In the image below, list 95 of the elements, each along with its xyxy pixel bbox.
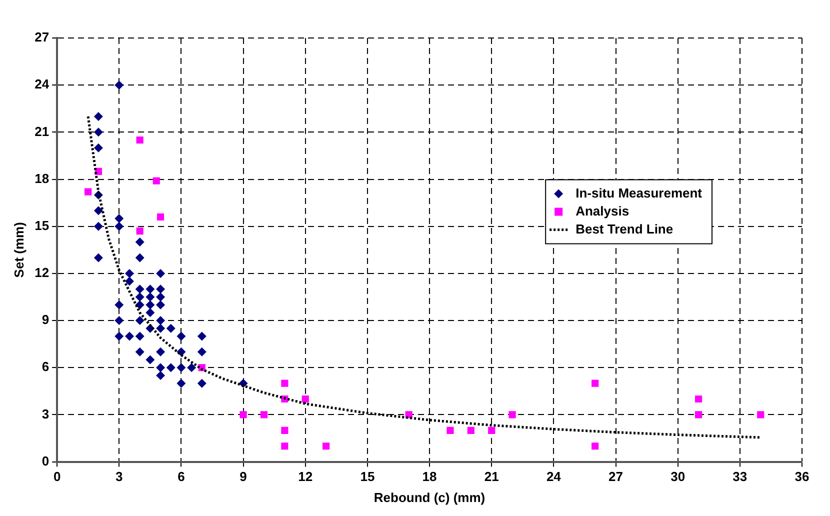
y-tick-label: 3	[42, 406, 50, 422]
point	[156, 363, 166, 372]
point	[84, 188, 92, 196]
point	[114, 214, 124, 224]
point	[488, 426, 496, 434]
point	[146, 284, 155, 294]
point	[156, 370, 166, 380]
x-tick-label: 6	[178, 469, 185, 484]
y-tick-label: 27	[34, 30, 50, 45]
point	[136, 228, 144, 235]
point	[135, 300, 144, 310]
y-tick-label: 6	[42, 359, 50, 374]
y-tick-label: 0	[42, 453, 50, 468]
y-tick-label: 21	[34, 124, 50, 139]
point	[508, 411, 516, 418]
point	[94, 143, 103, 152]
x-tick-label: 18	[422, 469, 437, 484]
point	[114, 300, 124, 310]
point	[135, 292, 144, 302]
point	[695, 395, 702, 403]
point	[114, 332, 124, 341]
point	[176, 332, 186, 341]
x-tick-label: 27	[608, 469, 623, 484]
point	[322, 442, 330, 450]
x-tick-label: 21	[484, 469, 499, 484]
point	[124, 276, 134, 286]
point	[187, 363, 196, 372]
point	[94, 253, 103, 262]
point	[136, 136, 144, 144]
y-tick-label: 24	[34, 76, 50, 92]
y-tick-label: 9	[42, 312, 50, 328]
y-tick-label: 18	[34, 170, 50, 186]
point	[124, 268, 134, 278]
point	[94, 112, 103, 121]
point	[166, 324, 176, 333]
y-tick-label: 12	[34, 265, 50, 280]
point	[592, 380, 599, 387]
point	[135, 238, 144, 247]
x-tick-label: 36	[794, 469, 810, 484]
point	[94, 206, 103, 216]
point	[94, 222, 103, 231]
point	[114, 316, 124, 326]
point	[757, 411, 764, 418]
point	[281, 442, 288, 450]
point	[135, 332, 144, 341]
x-tick-label: 30	[670, 469, 686, 484]
x-tick-label: 24	[546, 469, 562, 484]
legend-label: Analysis	[576, 203, 630, 218]
point	[124, 332, 134, 341]
point	[176, 363, 186, 372]
point	[156, 300, 166, 310]
point	[156, 268, 166, 278]
x-tick-label: 33	[732, 469, 748, 484]
point	[695, 411, 702, 418]
y-tick-label: 15	[34, 218, 50, 233]
point	[152, 177, 160, 184]
x-tick-label: 3	[116, 469, 123, 484]
point	[281, 380, 288, 387]
point	[146, 300, 155, 310]
x-tick-label: 0	[53, 469, 61, 484]
point	[176, 378, 186, 388]
point	[135, 316, 144, 326]
point	[114, 80, 124, 90]
point	[146, 308, 155, 318]
point	[135, 253, 144, 262]
point	[94, 128, 103, 137]
point	[260, 411, 268, 418]
x-tick-label: 15	[360, 469, 375, 484]
point	[114, 222, 124, 231]
point	[592, 442, 599, 450]
point	[467, 426, 474, 434]
point	[156, 292, 166, 302]
x-tick-label: 12	[298, 469, 313, 484]
x-tick-label: 9	[240, 469, 247, 484]
point	[156, 213, 164, 220]
point	[197, 332, 206, 341]
point	[135, 347, 144, 356]
y-axis-title: Set (mm)	[11, 222, 26, 278]
legend-label: In-situ Measurement	[576, 185, 703, 200]
point	[197, 347, 206, 356]
point	[156, 347, 166, 356]
point	[302, 395, 309, 403]
point	[146, 355, 155, 364]
point	[156, 324, 166, 333]
point	[446, 426, 454, 434]
point	[166, 363, 176, 372]
point	[156, 284, 166, 294]
x-axis-title: Rebound (c) (mm)	[374, 490, 486, 505]
point	[146, 292, 155, 302]
point	[135, 284, 144, 294]
point	[156, 316, 166, 326]
point	[197, 378, 206, 388]
point	[281, 426, 288, 434]
legend-label: Best Trend Line	[576, 221, 674, 236]
point	[240, 411, 247, 418]
